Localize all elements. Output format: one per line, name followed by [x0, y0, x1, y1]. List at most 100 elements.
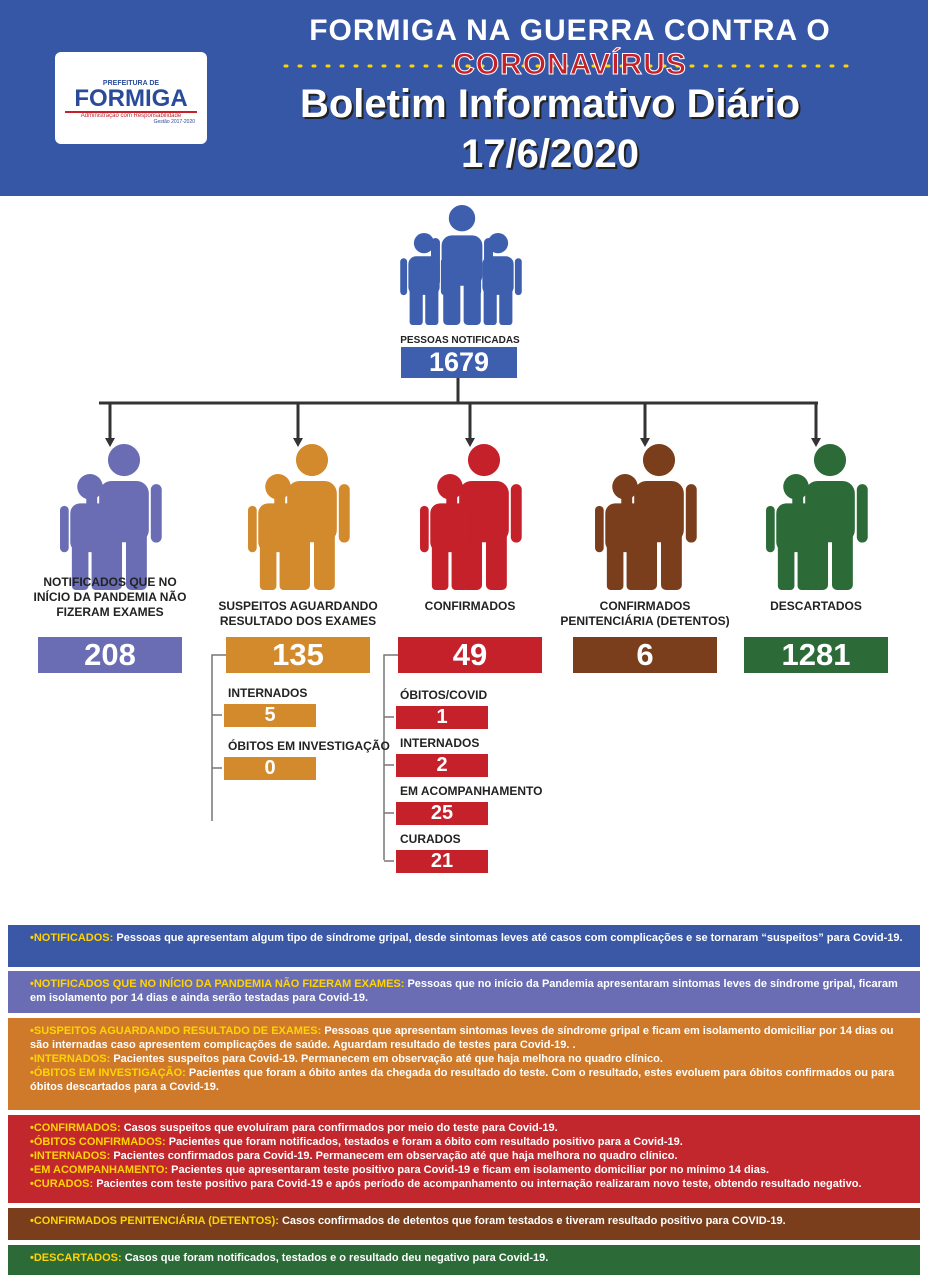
item-value: 1	[396, 706, 488, 729]
legend-term: INTERNADOS:	[33, 1150, 111, 1162]
person-leg	[626, 537, 644, 590]
legend-term: SUSPEITOS AGUARDANDO RESULTADO DE EXAMES…	[33, 1025, 322, 1037]
item-label: EM ACOMPANHAMENTO	[400, 784, 543, 798]
legend-text: Pacientes suspeitos para Covid-19. Perma…	[113, 1053, 663, 1065]
logo-top: PREFEITURA DE	[102, 80, 160, 87]
person-leg	[499, 283, 513, 325]
legend-term: CONFIRMADOS:	[33, 1122, 121, 1134]
legend-item: SUSPEITOS AGUARDANDO RESULTADO DE EXAMES…	[30, 1024, 906, 1052]
legend-item: EM ACOMPANHAMENTO: Pacientes que apresen…	[30, 1163, 906, 1177]
person-arm	[595, 505, 604, 553]
group-label: CONFIRMADOS PENITENCIÁRIA (DETENTOS)	[560, 599, 730, 628]
group-value: 1281	[744, 637, 888, 673]
person-head	[413, 233, 435, 254]
legend-term: NOTIFICADOS QUE NO INÍCIO DA PANDEMIA NÃ…	[33, 978, 405, 990]
group-label: SUSPEITOS AGUARDANDO RESULTADO DOS EXAME…	[218, 599, 378, 628]
legend-text: Pacientes com teste positivo para Covid-…	[96, 1178, 862, 1190]
tree-arrow	[811, 438, 821, 447]
legend-item: ÓBITOS EM INVESTIGAÇÃO: Pacientes que fo…	[30, 1066, 906, 1094]
legend-term: CONFIRMADOS PENITENCIÁRIA (DETENTOS):	[33, 1215, 279, 1227]
person-leg	[91, 537, 109, 590]
person-arm	[817, 505, 826, 553]
person-leg	[313, 524, 335, 590]
person-arm	[685, 484, 697, 543]
logo-motto: Administração com Responsabilidade	[65, 111, 197, 119]
legend-term: ÓBITOS CONFIRMADOS:	[33, 1136, 166, 1148]
date: 17/6/2020	[461, 132, 639, 176]
title: FORMIGA NA GUERRA CONTRA O CORONAVÍRUS	[270, 14, 870, 82]
legend-term: INTERNADOS:	[33, 1053, 111, 1065]
legend-item: ÓBITOS CONFIRMADOS: Pacientes que foram …	[30, 1135, 906, 1149]
person-arm	[510, 484, 522, 543]
item-label: INTERNADOS	[228, 686, 308, 700]
tree-arrow	[640, 438, 650, 447]
logo-term: Gestão 2017-2020	[153, 119, 195, 125]
legend-text: Pessoas que apresentam algum tipo de sín…	[116, 932, 903, 944]
group-label: NOTIFICADOS QUE NO INÍCIO DA PANDEMIA NÃ…	[33, 575, 187, 619]
legend-text: Pacientes que apresentaram teste positiv…	[171, 1164, 770, 1176]
item-value: 5	[224, 704, 316, 727]
legend-item: CONFIRMADOS PENITENCIÁRIA (DETENTOS): Ca…	[30, 1214, 906, 1228]
legend-text: Casos confirmados de detentos que foram …	[281, 1215, 786, 1227]
legend-term: CURADOS:	[33, 1178, 94, 1190]
person-arm	[248, 505, 257, 553]
person-head	[642, 444, 676, 477]
item-value: 0	[224, 757, 316, 780]
person-head	[77, 474, 103, 500]
title-prefix: FORMIGA NA GUERRA CONTRA O	[309, 14, 831, 47]
legend-item: CURADOS: Pacientes com teste positivo pa…	[30, 1177, 906, 1191]
person-arm	[514, 258, 522, 296]
tree-arrow	[293, 438, 303, 447]
person-leg	[777, 537, 795, 590]
person-head	[467, 444, 501, 477]
legend-term: NOTIFICADOS:	[33, 932, 114, 944]
person-head	[265, 474, 291, 500]
legend-text: Pacientes confirmados para Covid-19. Per…	[113, 1150, 678, 1162]
legend-item: NOTIFICADOS: Pessoas que apresentam algu…	[30, 931, 906, 945]
legend-item: INTERNADOS: Pacientes suspeitos para Cov…	[30, 1052, 906, 1066]
person-leg	[660, 524, 682, 590]
item-label: ÓBITOS/COVID	[400, 688, 488, 702]
group-label: DESCARTADOS	[770, 599, 862, 613]
legend-text: Casos que foram notificados, testados e …	[124, 1252, 549, 1264]
person-leg	[797, 537, 815, 590]
person-arm	[111, 505, 120, 553]
person-head	[437, 474, 463, 500]
person-leg	[443, 271, 461, 325]
subtitle: Boletim Informativo Diário	[299, 82, 801, 126]
legend-text: Pessoas que no início da Pandemia aprese…	[30, 978, 898, 1004]
person-head	[295, 444, 329, 477]
legend-section: NOTIFICADOS: Pessoas que apresentam algu…	[8, 925, 920, 967]
person-head	[783, 474, 809, 500]
title-highlight: CORONAVÍRUS	[453, 48, 687, 82]
item-value: 2	[396, 754, 488, 777]
person-arm	[400, 258, 408, 296]
bracket	[211, 654, 226, 821]
total-label: PESSOAS NOTIFICADAS	[400, 335, 520, 346]
person-leg	[409, 283, 423, 325]
person-arm	[299, 505, 308, 553]
legend-item: DESCARTADOS: Casos que foram notificados…	[30, 1251, 906, 1265]
person-arm	[766, 505, 775, 553]
person-arm	[471, 505, 480, 553]
group-value: 135	[226, 637, 370, 673]
legend-text: Pessoas que apresentam sintomas leves de…	[30, 1025, 894, 1051]
legend-item: CONFIRMADOS: Casos suspeitos que evoluír…	[30, 1121, 906, 1135]
item-label: ÓBITOS EM INVESTIGAÇÃO	[228, 739, 390, 753]
legend-section: CONFIRMADOS: Casos suspeitos que evoluír…	[8, 1115, 920, 1203]
item-label: CURADOS	[400, 832, 461, 846]
legend-item: NOTIFICADOS QUE NO INÍCIO DA PANDEMIA NÃ…	[30, 977, 906, 1005]
logo: PREFEITURA DE FORMIGA Administração com Re…	[55, 52, 207, 144]
legend-section: SUSPEITOS AGUARDANDO RESULTADO DE EXAMES…	[8, 1018, 920, 1110]
person-arm	[856, 484, 868, 543]
legend-term: DESCARTADOS:	[33, 1252, 122, 1264]
person-leg	[125, 524, 147, 590]
person-leg	[831, 524, 853, 590]
legend-section: DESCARTADOS: Casos que foram notificados…	[8, 1245, 920, 1275]
person-arm	[150, 484, 162, 543]
person-arm	[420, 505, 429, 553]
person-leg	[71, 537, 89, 590]
person-leg	[606, 537, 624, 590]
person-arm	[60, 505, 69, 553]
person-arm	[430, 238, 440, 286]
